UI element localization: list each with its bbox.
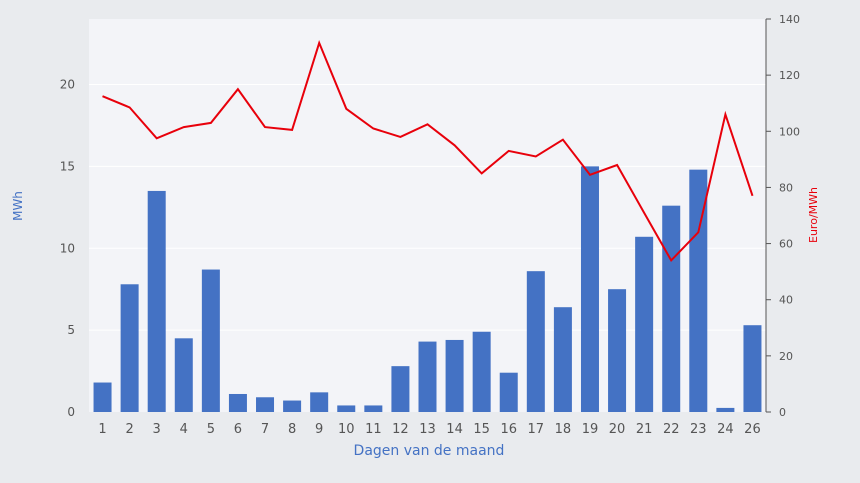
bar [499, 372, 518, 412]
x-tick-label: 8 [288, 422, 296, 437]
bar-layer [93, 166, 762, 412]
right-tick-label: 140 [779, 13, 800, 26]
x-axis-label: Dagen van de maand [354, 443, 505, 459]
bar [580, 166, 599, 412]
bar [337, 405, 356, 412]
price-line [102, 39, 754, 263]
bar [472, 331, 491, 412]
bar [147, 190, 166, 412]
right-tick-label: 0 [779, 406, 786, 419]
bar [743, 325, 762, 412]
right-axis-label: Euro/MWh [807, 187, 820, 243]
x-tick-label: 14 [446, 422, 463, 437]
x-tick-label: 11 [365, 422, 382, 437]
bar [174, 338, 193, 412]
x-tick-label: 21 [636, 422, 653, 437]
x-tick-label: 3 [153, 422, 161, 437]
bar [445, 339, 464, 412]
bar [93, 382, 112, 412]
right-axis-ticks: 0 20 40 60 80 100 120 140 [766, 13, 800, 419]
x-tick-label: 1 [98, 422, 106, 437]
bar [608, 289, 627, 412]
bar [283, 400, 302, 412]
x-tick-label: 4 [180, 422, 188, 437]
x-tick-label: 10 [338, 422, 355, 437]
x-tick-label: 7 [261, 422, 269, 437]
bar [635, 236, 654, 412]
right-tick-label: 100 [779, 125, 800, 138]
x-tick-label: 5 [207, 422, 215, 437]
bar [418, 341, 437, 412]
x-tick-label: 16 [500, 422, 517, 437]
right-tick-label: 120 [779, 69, 800, 82]
left-axis-ticks: 0 5 10 15 20 [60, 78, 75, 420]
bar [689, 169, 708, 412]
x-tick-label: 24 [717, 422, 734, 437]
bar [120, 284, 139, 412]
x-tick-label: 17 [528, 422, 545, 437]
x-tick-label: 18 [555, 422, 572, 437]
x-tick-label: 13 [419, 422, 436, 437]
x-tick-label: 22 [663, 422, 680, 437]
bar [526, 271, 545, 412]
left-tick-label: 0 [67, 405, 75, 419]
left-tick-label: 20 [60, 78, 75, 92]
bar [256, 397, 275, 412]
bar [553, 307, 572, 412]
left-tick-label: 5 [67, 323, 75, 337]
right-tick-label: 60 [779, 238, 793, 251]
left-tick-label: 15 [60, 159, 75, 173]
left-axis-label: MWh [11, 191, 25, 221]
bar [662, 205, 681, 412]
right-tick-label: 80 [779, 181, 793, 194]
x-tick-label: 20 [609, 422, 626, 437]
x-tick-label: 6 [234, 422, 242, 437]
bar [391, 366, 410, 412]
x-tick-label: 15 [473, 422, 490, 437]
line-layer [102, 39, 754, 263]
bar [716, 407, 735, 412]
x-tick-label: 9 [315, 422, 323, 437]
bar [310, 392, 329, 412]
x-tick-label: 2 [125, 422, 133, 437]
x-tick-label: 12 [392, 422, 409, 437]
x-axis-ticks: 1 2 3 4 5 6 7 8 9 10 11 12 13 14 15 16 17 18 19 20 21 22 23 24 2… [98, 422, 760, 437]
x-tick-label: 23 [690, 422, 707, 437]
bar [201, 269, 220, 412]
x-tick-label: 19 [582, 422, 599, 437]
right-tick-label: 20 [779, 350, 793, 363]
left-tick-label: 10 [60, 241, 75, 255]
bar [364, 405, 383, 412]
grid-layer [89, 84, 766, 331]
bar [228, 393, 247, 412]
right-tick-label: 40 [779, 294, 793, 307]
x-tick-label: 26 [744, 422, 761, 437]
